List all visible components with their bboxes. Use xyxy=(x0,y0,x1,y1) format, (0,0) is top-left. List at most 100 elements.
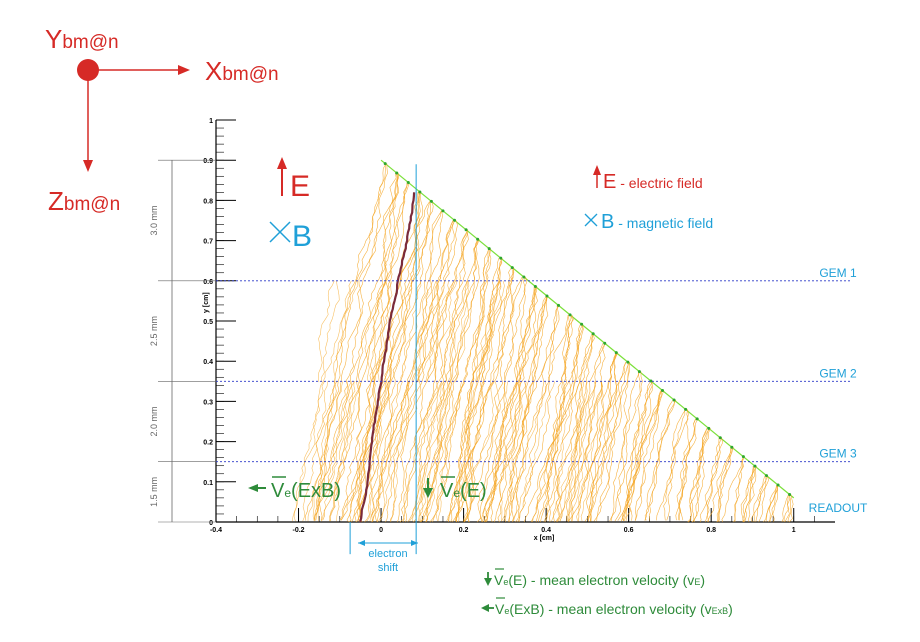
ionization-point xyxy=(764,474,768,478)
x-tick-label: 1 xyxy=(792,527,796,534)
y-tick-label: 0.7 xyxy=(203,239,213,246)
drift-path xyxy=(349,191,424,523)
drift-path xyxy=(419,229,469,523)
drift-path xyxy=(490,295,547,523)
avalanche-path xyxy=(484,381,509,522)
electron-shift: electron shift xyxy=(358,540,418,574)
avalanche-path xyxy=(369,381,388,522)
drift-path xyxy=(530,324,583,523)
drift-path xyxy=(313,172,399,521)
y-coord-label: Ybm@n xyxy=(45,24,119,54)
drift-path xyxy=(566,343,606,522)
ve-exb-label: Ve(ExB) xyxy=(271,480,341,502)
drift-path xyxy=(687,428,710,523)
avalanche-path xyxy=(322,280,352,383)
y-tick-label: 1 xyxy=(209,118,213,125)
avalanche-path xyxy=(419,381,452,522)
drift-path xyxy=(456,258,502,523)
shift-label-2: shift xyxy=(378,562,398,574)
ionization-point xyxy=(429,199,433,203)
avalanche-path xyxy=(559,381,597,522)
drift-path xyxy=(692,428,708,523)
field-legend: E - electric field B - magnetic field xyxy=(584,165,713,233)
avalanche-path xyxy=(312,381,338,522)
drift-path xyxy=(648,399,675,521)
drift-path xyxy=(448,248,490,523)
ionization-point xyxy=(730,445,734,449)
ionization-point xyxy=(603,341,607,345)
drift-path xyxy=(753,475,768,523)
drift-path xyxy=(733,456,744,523)
avalanche-path xyxy=(409,381,439,522)
drift-path xyxy=(617,390,661,521)
avalanche-path xyxy=(411,381,443,522)
drift-path xyxy=(596,361,631,522)
drift-path xyxy=(629,390,663,521)
avalanche-path xyxy=(476,280,505,383)
avalanche-path xyxy=(416,280,433,383)
drift-path xyxy=(401,239,480,523)
e-field-arrow-icon xyxy=(277,157,287,169)
drift-path xyxy=(540,314,573,523)
drift-path xyxy=(364,210,442,523)
ionization-point xyxy=(649,379,653,383)
ionization-point xyxy=(788,493,792,497)
legend-e-arrow-icon xyxy=(593,165,601,175)
drift-path xyxy=(340,172,397,521)
avalanche-path xyxy=(463,381,494,522)
bl1-arrow-icon xyxy=(484,578,492,586)
drift-path xyxy=(314,163,386,521)
x-tick-label: -0.4 xyxy=(210,527,222,534)
avalanche-path xyxy=(513,381,555,522)
bl2-arrow-icon xyxy=(481,604,489,612)
ionization-point xyxy=(510,266,514,270)
drift-path xyxy=(663,409,686,521)
avalanche-path xyxy=(302,381,328,522)
avalanche-path xyxy=(291,381,324,522)
avalanche-path xyxy=(366,381,390,522)
drift-path xyxy=(610,362,629,522)
ionization-point xyxy=(464,228,468,232)
drift-path xyxy=(750,475,769,523)
drift-path xyxy=(397,220,454,523)
ionization-point xyxy=(533,284,537,288)
drift-path xyxy=(784,494,791,523)
drift-path xyxy=(742,466,755,523)
drift-path xyxy=(339,182,409,521)
avalanche-path xyxy=(449,280,470,383)
drift-path xyxy=(305,163,388,521)
x-tick-label: 0.8 xyxy=(706,527,716,534)
x-tick-label: 0.6 xyxy=(624,527,634,534)
avalanche-path xyxy=(390,381,410,522)
avalanche-path xyxy=(417,381,443,522)
drift-path xyxy=(781,494,789,523)
drift-path xyxy=(687,428,711,523)
avalanche-path xyxy=(499,381,526,522)
ionization-track-line xyxy=(380,159,795,499)
cross-icon xyxy=(269,221,291,243)
avalanche-path xyxy=(426,381,453,522)
drift-path xyxy=(704,437,721,523)
drift-path xyxy=(463,267,514,523)
drift-path xyxy=(644,399,677,521)
drift-path xyxy=(621,380,651,521)
y-tick-label: 0.2 xyxy=(203,440,213,447)
drift-path xyxy=(532,314,569,523)
avalanche-path xyxy=(321,280,340,383)
avalanche-path xyxy=(475,280,500,383)
gap-label: 2.5 mm xyxy=(149,316,159,346)
y-tick-label: 0.1 xyxy=(203,480,213,487)
drift-path xyxy=(578,352,618,522)
ve-e-arrow-icon xyxy=(423,488,433,498)
drift-path xyxy=(666,409,686,521)
legend-b: B - magnetic field xyxy=(601,211,713,233)
drift-path xyxy=(543,333,594,523)
drift-path xyxy=(385,220,458,523)
drift-path xyxy=(721,456,744,523)
ionization-point xyxy=(591,332,595,336)
y-tick-label: 0.5 xyxy=(203,319,213,326)
drift-path xyxy=(716,447,733,523)
gap-label: 3.0 mm xyxy=(149,205,159,235)
ionization-point xyxy=(453,218,457,222)
avalanche-path xyxy=(418,280,450,383)
